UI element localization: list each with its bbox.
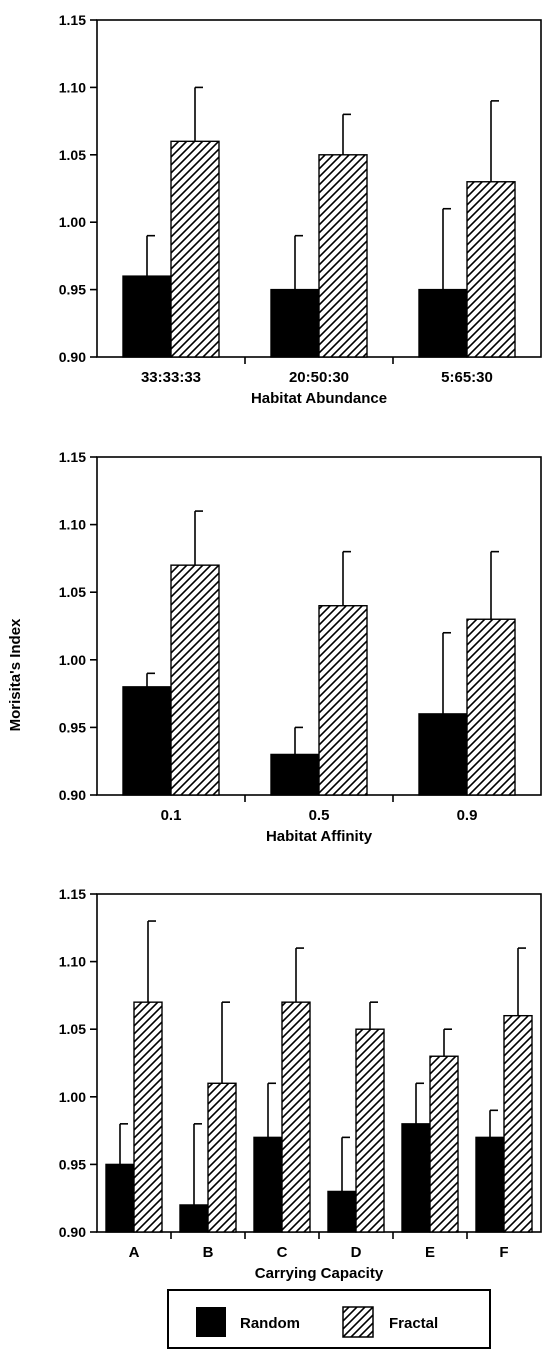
y-tick-label: 1.00 — [59, 652, 86, 668]
y-tick-label: 0.95 — [59, 1156, 86, 1172]
legend-label-fractal: Fractal — [389, 1315, 438, 1332]
bar-fractal-D — [355, 1028, 385, 1233]
bar-random-5:65:30 — [418, 288, 468, 358]
bar-random-F — [475, 1136, 505, 1233]
bar-random-C — [253, 1136, 283, 1233]
bar-fractal-B — [207, 1082, 237, 1233]
x-category-label: D — [351, 1244, 362, 1261]
y-tick-label: 1.15 — [59, 12, 86, 28]
panel-habitat-affinity: 0.90 0.95 1.00 1.05 1.10 1.15 0.1 0.5 0.9 Habitat… — [59, 449, 542, 845]
panel-habitat-abundance: 0.90 0.95 1.00 1.05 1.10 1.15 33:33:33 20:50:30… — [59, 12, 542, 407]
x-category-label: F — [499, 1244, 508, 1261]
y-tick-label: 0.95 — [59, 719, 86, 735]
x-category-label: 33:33:33 — [141, 369, 201, 386]
x-axis-title: Habitat Abundance — [251, 390, 387, 407]
plot-frame — [96, 893, 542, 1233]
bar-fractal-F — [503, 1014, 533, 1233]
x-category-label: 0.1 — [161, 807, 182, 824]
y-tick-label: 1.15 — [59, 886, 86, 902]
bar-random-0.9 — [418, 713, 468, 796]
x-category-label: 20:50:30 — [289, 369, 349, 386]
bar-random-33:33:33 — [122, 275, 172, 358]
bar-random-0.5 — [270, 753, 320, 796]
y-tick-label: 1.15 — [59, 449, 86, 465]
y-tick-label: 1.10 — [59, 954, 86, 970]
x-category-label: 5:65:30 — [441, 369, 493, 386]
y-axis-title: Morisita's Index — [7, 618, 24, 731]
x-category-label: A — [129, 1244, 140, 1261]
panel-carrying-capacity: 0.90 0.95 1.00 1.05 1.10 1.15 A B C D E F Carrying C… — [59, 886, 542, 1282]
x-axis-title: Habitat Affinity — [266, 828, 373, 845]
bar-fractal-0.9 — [466, 618, 516, 796]
x-category-label: 0.5 — [309, 807, 330, 824]
bar-random-E — [401, 1123, 431, 1233]
y-tick-label: 0.90 — [59, 1224, 86, 1240]
bar-random-20:50:30 — [270, 288, 320, 358]
bar-fractal-A — [133, 1001, 163, 1233]
x-axis-title: Carrying Capacity — [255, 1265, 384, 1282]
bar-fractal-E — [429, 1055, 459, 1233]
y-tick-label: 1.10 — [59, 517, 86, 533]
legend: Random Fractal — [167, 1289, 491, 1349]
bar-fractal-0.1 — [170, 564, 220, 796]
y-tick-label: 1.05 — [59, 584, 86, 600]
bar-fractal-20:50:30 — [318, 154, 368, 358]
legend-swatch-random — [196, 1307, 226, 1337]
x-category-label: E — [425, 1244, 435, 1261]
bar-random-D — [327, 1190, 357, 1233]
y-tick-label: 0.90 — [59, 787, 86, 803]
x-category-label: B — [203, 1244, 214, 1261]
y-tick-label: 1.05 — [59, 147, 86, 163]
y-tick-label: 1.10 — [59, 79, 86, 95]
bar-random-A — [105, 1163, 135, 1233]
bar-fractal-C — [281, 1001, 311, 1233]
bar-random-B — [179, 1204, 209, 1233]
legend-swatch-fractal — [342, 1306, 374, 1338]
y-tick-label: 1.00 — [59, 214, 86, 230]
bar-fractal-5:65:30 — [466, 181, 516, 358]
legend-label-random: Random — [240, 1315, 300, 1332]
y-tick-label: 0.90 — [59, 349, 86, 365]
y-tick-label: 1.05 — [59, 1021, 86, 1037]
y-tick-label: 1.00 — [59, 1089, 86, 1105]
bar-random-0.1 — [122, 686, 172, 796]
bar-fractal-33:33:33 — [170, 140, 220, 358]
y-tick-label: 0.95 — [59, 282, 86, 298]
bar-fractal-0.5 — [318, 605, 368, 796]
x-category-label: 0.9 — [457, 807, 478, 824]
x-category-label: C — [277, 1244, 288, 1261]
